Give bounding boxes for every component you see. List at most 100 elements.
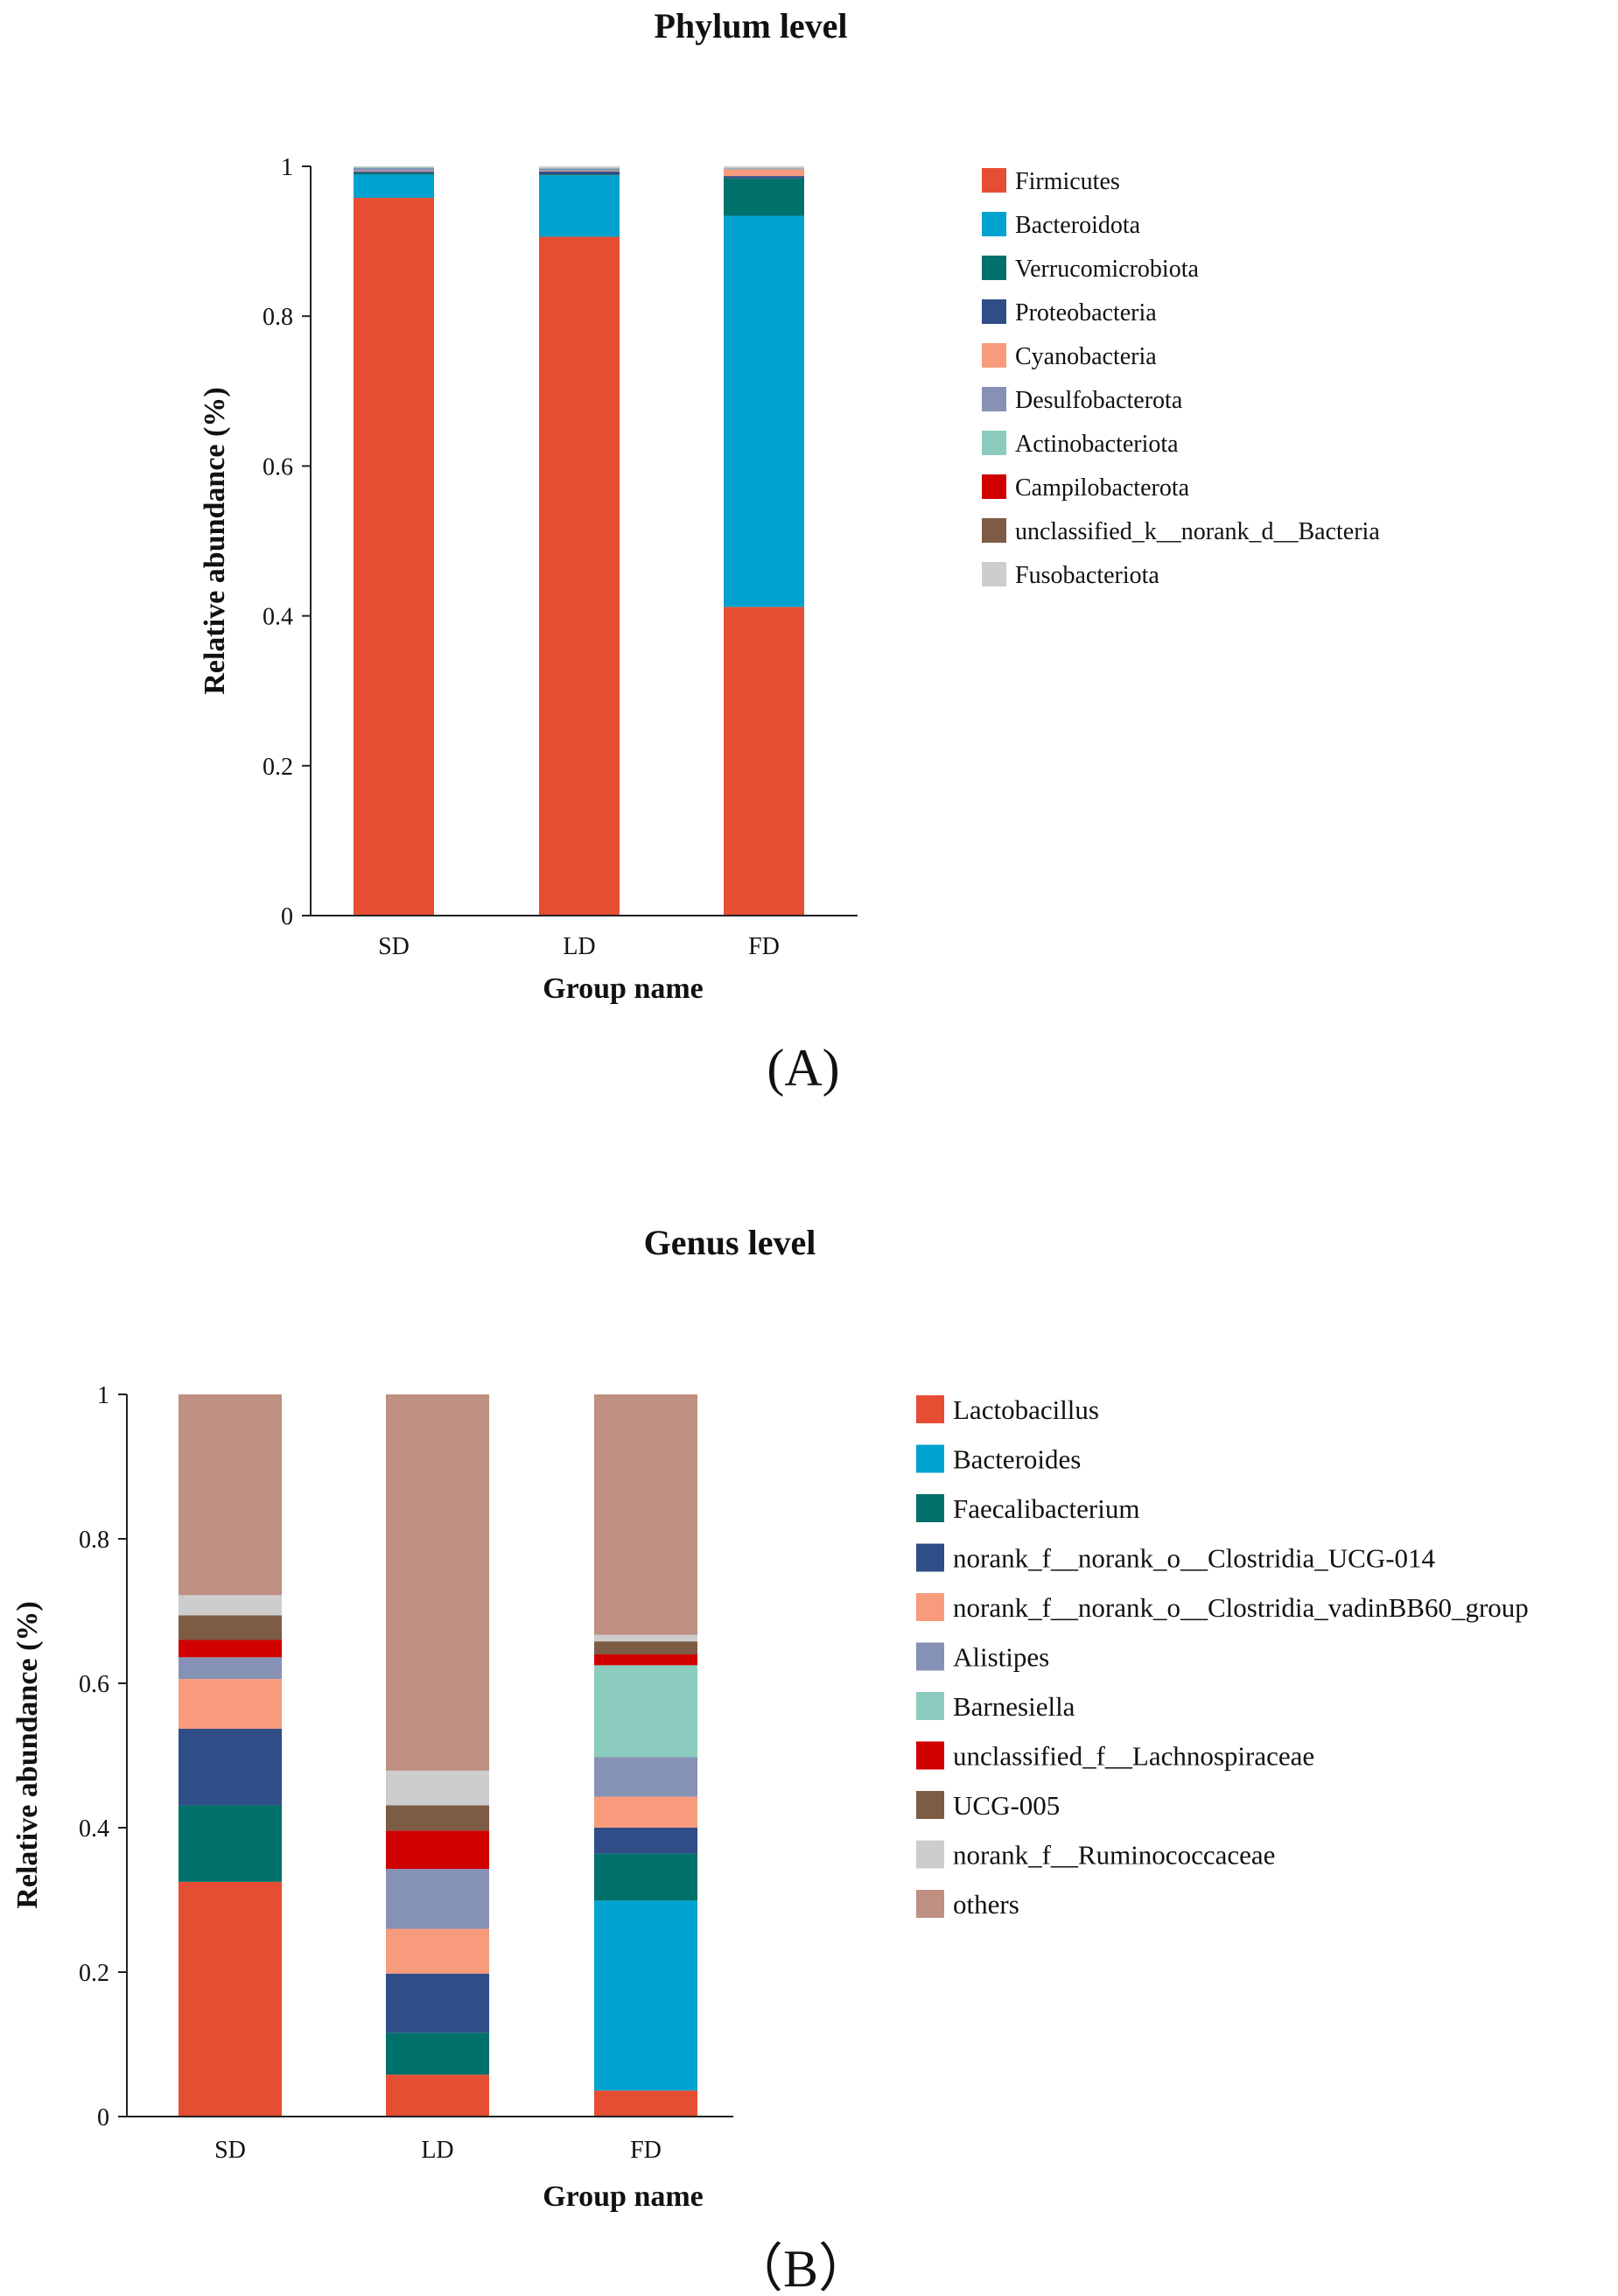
genus-bar-sd-others (179, 1394, 282, 1596)
phylum-legend-label-verrucomicrobiota: Verrucomicrobiota (1015, 256, 1199, 283)
phylum-legend-swatch-unclassified-k-norank-d-bacteria (982, 518, 1006, 543)
genus-bar-ld-norank-f-norank-o-clostridia-vadinbb60-group (386, 1928, 489, 1974)
phylum-bar-ld-bacteroidota (539, 175, 620, 237)
phylum-bar-sd-verrucomicrobiota (354, 172, 434, 175)
genus-bar-ld-norank-f-norank-o-clostridia-ucg-014 (386, 1973, 489, 2033)
phylum-legend-label-campilobacterota: Campilobacterota (1015, 474, 1190, 502)
phylum-bar-sd-desulfobacterota (354, 167, 434, 172)
phylum-bar-sd-fusobacteriota (354, 166, 434, 167)
genus-legend-swatch-alistipes (916, 1642, 944, 1671)
phylum-y-tick-label-4: 0.8 (263, 304, 293, 331)
phylum-legend-swatch-cyanobacteria (982, 343, 1006, 368)
genus-bar-sd-faecalibacterium (179, 1805, 282, 1882)
genus-legend-label-norank-f-ruminococcaceae: norank_f__Ruminococcaceae (953, 1840, 1275, 1871)
phylum-bar-sd-cyanobacteria (354, 171, 434, 172)
genus-bar-fd-unclassified-f-lachnospiraceae (594, 1654, 697, 1666)
phylum-y-tick-label-2: 0.4 (263, 604, 293, 631)
phylum-chart: Phylum level 0 0.2 0.4 0.6 0.8 1 SD LD FD Gro… (199, 6, 1380, 1097)
phylum-x-tick-sd: SD (378, 933, 410, 960)
phylum-legend-swatch-campilobacterota (982, 474, 1006, 499)
genus-bar-ld-norank-f-ruminococcaceae (386, 1770, 489, 1806)
genus-legend-label-norank-f-norank-o-clostridia-ucg-014: norank_f__norank_o__Clostridia_UCG-014 (953, 1543, 1436, 1574)
genus-bar-ld-unclassified-f-lachnospiraceae (386, 1830, 489, 1870)
phylum-legend: Firmicutes Bacteroidota Verrucomicrobiota P… (982, 168, 1380, 589)
genus-bar-fd-ucg-005 (594, 1641, 697, 1654)
genus-legend-swatch-faecalibacterium (916, 1494, 944, 1522)
genus-bar-fd-barnesiella (594, 1665, 697, 1758)
genus-bar-ld-alistipes (386, 1869, 489, 1929)
phylum-y-tick-label-5: 1 (281, 154, 293, 181)
genus-bar-fd-faecalibacterium (594, 1853, 697, 1901)
phylum-bar-ld-proteobacteria (539, 171, 620, 175)
genus-x-tick-fd: FD (630, 2137, 662, 2164)
genus-bar-fd-norank-f-norank-o-clostridia-vadinbb60-group (594, 1796, 697, 1828)
phylum-bar-ld-actinobacteriota (539, 167, 620, 169)
genus-bar-sd-norank-f-norank-o-clostridia-vadinbb60-group (179, 1679, 282, 1729)
phylum-legend-label-desulfobacterota: Desulfobacterota (1015, 387, 1183, 414)
genus-legend-swatch-barnesiella (916, 1692, 944, 1720)
phylum-x-tick-ld: LD (563, 933, 595, 960)
phylum-legend-label-cyanobacteria: Cyanobacteria (1015, 343, 1157, 370)
genus-bar-ld-faecalibacterium (386, 2033, 489, 2075)
phylum-legend-swatch-firmicutes (982, 168, 1006, 193)
phylum-y-ticks: 0 0.2 0.4 0.6 0.8 1 (263, 154, 311, 930)
phylum-legend-label-fusobacteriota: Fusobacteriota (1015, 562, 1159, 589)
phylum-legend-label-actinobacteriota: Actinobacteriota (1015, 431, 1179, 458)
phylum-y-tick-label-0: 0 (281, 903, 293, 930)
genus-legend-label-others: others (953, 1889, 1019, 1920)
phylum-chart-title: Phylum level (654, 6, 847, 46)
panel-label-b: （B） (731, 2240, 871, 2296)
genus-bar-ld-others (386, 1394, 489, 1771)
phylum-bar-sd-firmicutes (354, 197, 434, 916)
genus-y-ticks: 0 0.2 0.4 0.6 0.8 1 (79, 1382, 127, 2131)
phylum-legend-label-proteobacteria: Proteobacteria (1015, 299, 1157, 326)
phylum-legend-swatch-fusobacteriota (982, 562, 1006, 586)
genus-legend-label-norank-f-norank-o-clostridia-vadinbb60-group: norank_f__norank_o__Clostridia_vadinBB60… (953, 1592, 1529, 1623)
genus-bars (179, 1394, 697, 2117)
genus-y-tick-label-3: 0.6 (79, 1671, 109, 1698)
genus-legend-swatch-bacteroides (916, 1444, 944, 1473)
phylum-bar-ld-firmicutes (539, 236, 620, 916)
genus-bar-sd-ucg-005 (179, 1615, 282, 1640)
genus-legend-swatch-norank-f-ruminococcaceae (916, 1840, 944, 1869)
phylum-legend-label-bacteroidota: Bacteroidota (1015, 212, 1141, 239)
genus-legend-label-ucg-005: UCG-005 (953, 1790, 1060, 1821)
phylum-bar-fd-cyanobacteria (724, 169, 804, 177)
phylum-legend-swatch-desulfobacterota (982, 387, 1006, 411)
genus-bar-fd-norank-f-norank-o-clostridia-ucg-014 (594, 1828, 697, 1854)
phylum-legend-label-unclassified-k-norank-d-bacteria: unclassified_k__norank_d__Bacteria (1015, 518, 1380, 545)
genus-chart: Genus level 0 0.2 0.4 0.6 0.8 1 SD LD FD Grou… (11, 1223, 1529, 2296)
genus-legend-swatch-norank-f-norank-o-clostridia-ucg-014 (916, 1543, 944, 1572)
phylum-bars (354, 166, 804, 916)
phylum-bar-sd-actinobacteriota (354, 166, 434, 168)
phylum-bar-fd-actinobacteriota (724, 167, 804, 169)
phylum-bar-sd-proteobacteria (354, 171, 434, 173)
phylum-legend-swatch-bacteroidota (982, 212, 1006, 236)
phylum-bar-fd-firmicutes (724, 607, 804, 916)
phylum-x-axis-label: Group name (543, 972, 704, 1005)
genus-legend-swatch-unclassified-f-lachnospiraceae (916, 1741, 944, 1770)
genus-y-tick-label-5: 1 (97, 1382, 109, 1409)
genus-bar-fd-others (594, 1394, 697, 1635)
genus-bar-sd-lactobacillus (179, 1881, 282, 2117)
phylum-y-tick-label-1: 0.2 (263, 754, 293, 781)
genus-x-tick-ld: LD (421, 2137, 453, 2164)
genus-bar-fd-lactobacillus (594, 2090, 697, 2117)
genus-legend-swatch-lactobacillus (916, 1395, 944, 1423)
genus-chart-title: Genus level (644, 1223, 816, 1262)
genus-bar-fd-alistipes (594, 1757, 697, 1797)
phylum-bar-fd-fusobacteriota (724, 166, 804, 168)
genus-y-tick-label-2: 0.4 (79, 1815, 109, 1843)
genus-x-tick-sd: SD (214, 2137, 246, 2164)
genus-legend-label-unclassified-f-lachnospiraceae: unclassified_f__Lachnospiraceae (953, 1741, 1314, 1772)
panel-label-a: (A) (767, 1039, 839, 1097)
genus-bar-fd-norank-f-ruminococcaceae (594, 1634, 697, 1642)
genus-bar-ld-lactobacillus (386, 2075, 489, 2117)
phylum-bar-fd-bacteroidota (724, 215, 804, 607)
phylum-bar-sd-bacteroidota (354, 174, 434, 198)
genus-y-tick-label-1: 0.2 (79, 1960, 109, 1987)
genus-bar-sd-alistipes (179, 1657, 282, 1680)
phylum-bar-fd-desulfobacterota (724, 168, 804, 170)
phylum-legend-label-firmicutes: Firmicutes (1015, 168, 1120, 195)
phylum-bar-fd-verrucomicrobiota (724, 178, 804, 216)
